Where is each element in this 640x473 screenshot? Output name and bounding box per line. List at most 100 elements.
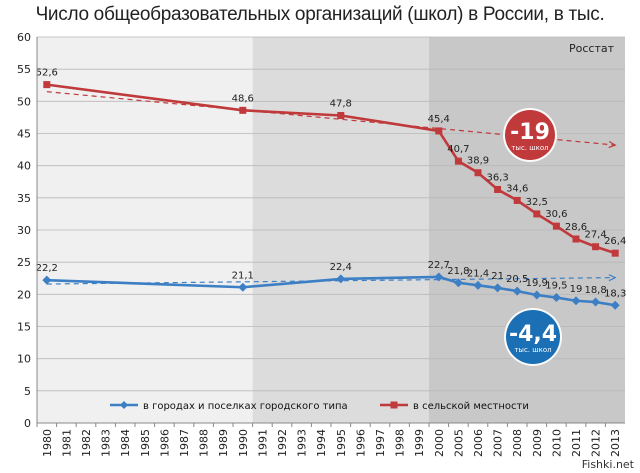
x-tick-label: 1981 — [60, 429, 73, 457]
legend: в городах и поселках городского типа в се… — [110, 401, 529, 412]
legend-item: в городах и поселках городского типа — [110, 401, 348, 412]
axes: 0 5 10 15 20 25 30 35 40 45 50 55 60 1980 1981 1982 1983… — [17, 31, 625, 457]
x-tick-label: 2010 — [550, 429, 563, 457]
data-point — [611, 249, 619, 257]
badge-value: -4,4 — [509, 322, 557, 347]
legend-marker — [120, 401, 128, 409]
x-tick-label: 1997 — [374, 429, 387, 457]
y-tick-label: 0 — [24, 417, 31, 430]
data-point — [494, 185, 502, 193]
x-tick-label: 2008 — [511, 429, 524, 457]
data-point — [610, 300, 620, 310]
series-lines — [42, 81, 620, 310]
x-tick-label: 1996 — [354, 429, 367, 457]
data-label: 38,9 — [467, 156, 489, 167]
badge-circle — [505, 110, 555, 160]
y-tick-label: 45 — [17, 128, 31, 141]
data-point — [532, 290, 542, 300]
x-tick-label: 2005 — [452, 429, 465, 457]
x-tick-label: 1991 — [256, 429, 269, 457]
data-label: 36,3 — [486, 172, 508, 183]
data-point — [238, 282, 248, 292]
y-tick-label: 25 — [17, 256, 31, 269]
y-tick-label: 35 — [17, 192, 31, 205]
data-label: 18,8 — [584, 285, 606, 296]
data-point — [591, 297, 601, 307]
badge-caption: тыс. школ — [511, 144, 548, 152]
y-tick-label: 10 — [17, 353, 31, 366]
x-tick-label: 1988 — [198, 429, 211, 457]
x-tick-label: 1993 — [296, 429, 309, 457]
legend-label: в сельской местности — [413, 401, 529, 412]
data-point — [473, 280, 483, 290]
data-point — [512, 286, 522, 296]
data-label: 28,6 — [565, 222, 587, 233]
data-point — [43, 81, 51, 89]
y-tick-label: 5 — [24, 385, 31, 398]
data-label: 47,8 — [330, 98, 352, 109]
x-tick-label: 1992 — [276, 429, 289, 457]
x-tick-label: 2007 — [492, 429, 505, 457]
chart-title: Число общеобразовательных организаций (ш… — [35, 4, 605, 25]
x-tick-label: 1985 — [139, 429, 152, 457]
badge-value: -19 — [510, 120, 550, 145]
data-point — [453, 278, 463, 288]
x-tick-label: 2011 — [570, 429, 583, 457]
data-point — [474, 169, 482, 177]
y-tick-label: 20 — [17, 288, 31, 301]
data-point — [337, 111, 345, 119]
data-label: 34,6 — [506, 183, 528, 194]
data-point — [513, 196, 521, 204]
badge-circle — [506, 310, 560, 364]
data-label: 30,6 — [545, 209, 567, 220]
data-point — [493, 283, 503, 293]
data-point — [336, 274, 346, 284]
data-point — [42, 275, 52, 285]
x-tick-label: 1989 — [217, 429, 230, 457]
y-tick-label: 40 — [17, 160, 31, 173]
data-label: 21,4 — [467, 268, 489, 279]
data-label: 45,4 — [428, 114, 450, 125]
x-tick-label: 1984 — [119, 429, 132, 457]
x-tick-label: 2000 — [433, 429, 446, 457]
legend-marker — [390, 401, 398, 409]
data-point — [552, 222, 560, 230]
data-label: 52,6 — [36, 68, 58, 79]
x-tick-label: 1987 — [178, 429, 191, 457]
y-tick-label: 50 — [17, 95, 31, 108]
y-tick-label: 60 — [17, 31, 31, 44]
data-point — [572, 235, 580, 243]
x-tick-label: 1999 — [413, 429, 426, 457]
data-point — [454, 157, 462, 165]
source-label: Росстат — [569, 42, 615, 55]
x-tick-label: 2006 — [472, 429, 485, 457]
data-label: 19 — [570, 284, 583, 295]
y-tick-label: 55 — [17, 63, 31, 76]
data-label: 21,8 — [447, 266, 469, 277]
data-point — [435, 127, 443, 135]
data-point — [592, 243, 600, 251]
data-label: 27,4 — [584, 230, 606, 241]
data-label: 22,7 — [428, 260, 450, 271]
x-tick-label: 2009 — [531, 429, 544, 457]
data-label: 18,3 — [604, 288, 626, 299]
x-tick-label: 1983 — [100, 429, 113, 457]
watermark: Fishki.net — [581, 458, 634, 471]
data-label: 22,2 — [36, 263, 58, 274]
y-tick-label: 30 — [17, 224, 31, 237]
y-tick-label: 15 — [17, 321, 31, 334]
badge-caption: тыс. школ — [514, 346, 551, 354]
legend-item: в сельской местности — [380, 401, 529, 412]
data-label: 19,5 — [545, 281, 567, 292]
data-label: 21,1 — [232, 270, 254, 281]
data-label: 32,5 — [526, 197, 548, 208]
x-tick-label: 1995 — [335, 429, 348, 457]
data-label: 26,4 — [604, 236, 626, 247]
trend-arrowhead — [608, 140, 617, 149]
legend-label: в городах и поселках городского типа — [143, 401, 348, 412]
x-tick-label: 1982 — [80, 429, 93, 457]
data-labels: 22,2 21,1 22,4 22,721,821,4 21 20,519,919,5 19… — [36, 68, 627, 300]
